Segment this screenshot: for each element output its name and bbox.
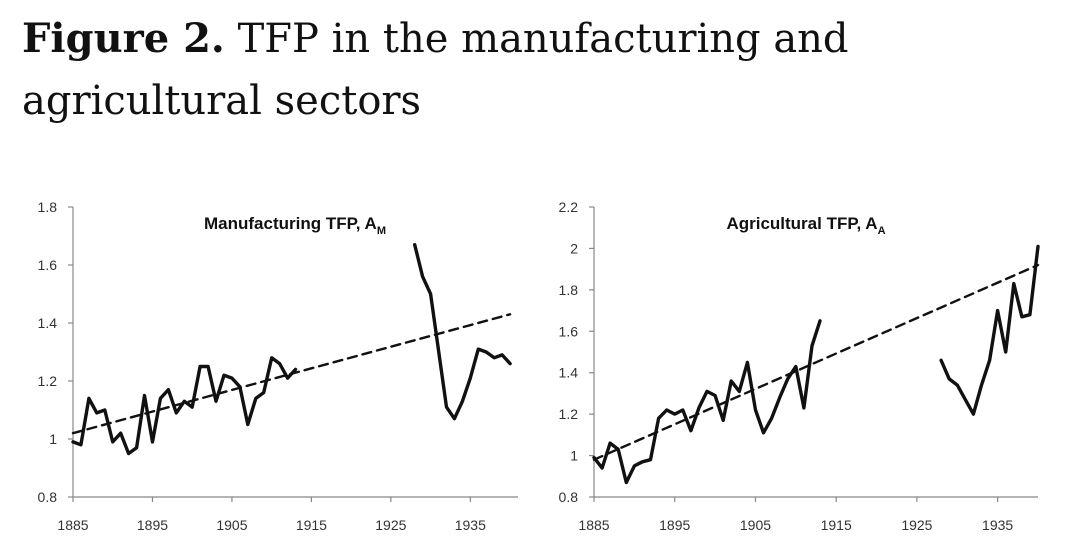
y-tick-label: 1 xyxy=(570,448,578,464)
y-tick-label: 1.4 xyxy=(38,315,58,331)
tfp-series-line-segment-2 xyxy=(939,244,1040,416)
x-tick-label: 1905 xyxy=(216,517,247,533)
x-tick-label: 1885 xyxy=(57,517,88,533)
tfp-series-line-segment-2 xyxy=(413,242,512,421)
y-tick-label: 2.2 xyxy=(559,199,579,215)
y-tick-label: 1.2 xyxy=(38,373,58,389)
chart-title-subscript: A xyxy=(878,225,886,237)
figure-caption-text: TFP in the manufacturing and agricultura… xyxy=(22,16,849,124)
y-tick-label: 1.4 xyxy=(559,365,579,381)
x-tick-label: 1935 xyxy=(982,517,1013,533)
y-tick-label: 1.6 xyxy=(559,323,579,339)
figure-caption: Figure 2. TFP in the manufacturing and a… xyxy=(22,8,1022,132)
y-tick-label: 1.8 xyxy=(38,199,58,215)
tfp-series-line-segment-1 xyxy=(71,356,298,456)
y-tick-label: 1.2 xyxy=(559,406,579,422)
trend-line-segment-1 xyxy=(71,313,512,435)
y-tick-label: 1 xyxy=(49,431,57,447)
x-tick-label: 1895 xyxy=(137,517,168,533)
trend-line-segment-1 xyxy=(592,263,1040,461)
x-tick-label: 1885 xyxy=(578,517,609,533)
x-tick-label: 1925 xyxy=(375,517,406,533)
y-tick-label: 1.8 xyxy=(559,282,579,298)
x-tick-label: 1915 xyxy=(821,517,852,533)
chart-title: Agricultural TFP, AA xyxy=(726,214,885,237)
y-tick-label: 2 xyxy=(570,240,578,256)
x-tick-label: 1895 xyxy=(659,517,690,533)
x-tick-label: 1915 xyxy=(296,517,327,533)
y-tick-label: 1.6 xyxy=(38,257,58,273)
chart-1: 0.8 1 1.2 1.4 1.6 1.8 1885 1895 1905 1915 1925 1935… xyxy=(38,199,518,533)
tfp-series-line-segment-1 xyxy=(592,319,822,485)
x-tick-label: 1925 xyxy=(901,517,932,533)
y-tick-label: 0.8 xyxy=(559,489,579,505)
chart-title-subscript: M xyxy=(377,225,386,237)
x-tick-label: 1935 xyxy=(455,517,486,533)
chart-2: 0.8 1 1.2 1.4 1.6 1.8 2 2.2 1885 1895 1905 1915 1925… xyxy=(559,199,1040,533)
chart-title: Manufacturing TFP, AM xyxy=(204,214,386,237)
figure-label: Figure 2. xyxy=(22,15,225,62)
x-tick-label: 1905 xyxy=(740,517,771,533)
y-tick-label: 0.8 xyxy=(38,489,58,505)
